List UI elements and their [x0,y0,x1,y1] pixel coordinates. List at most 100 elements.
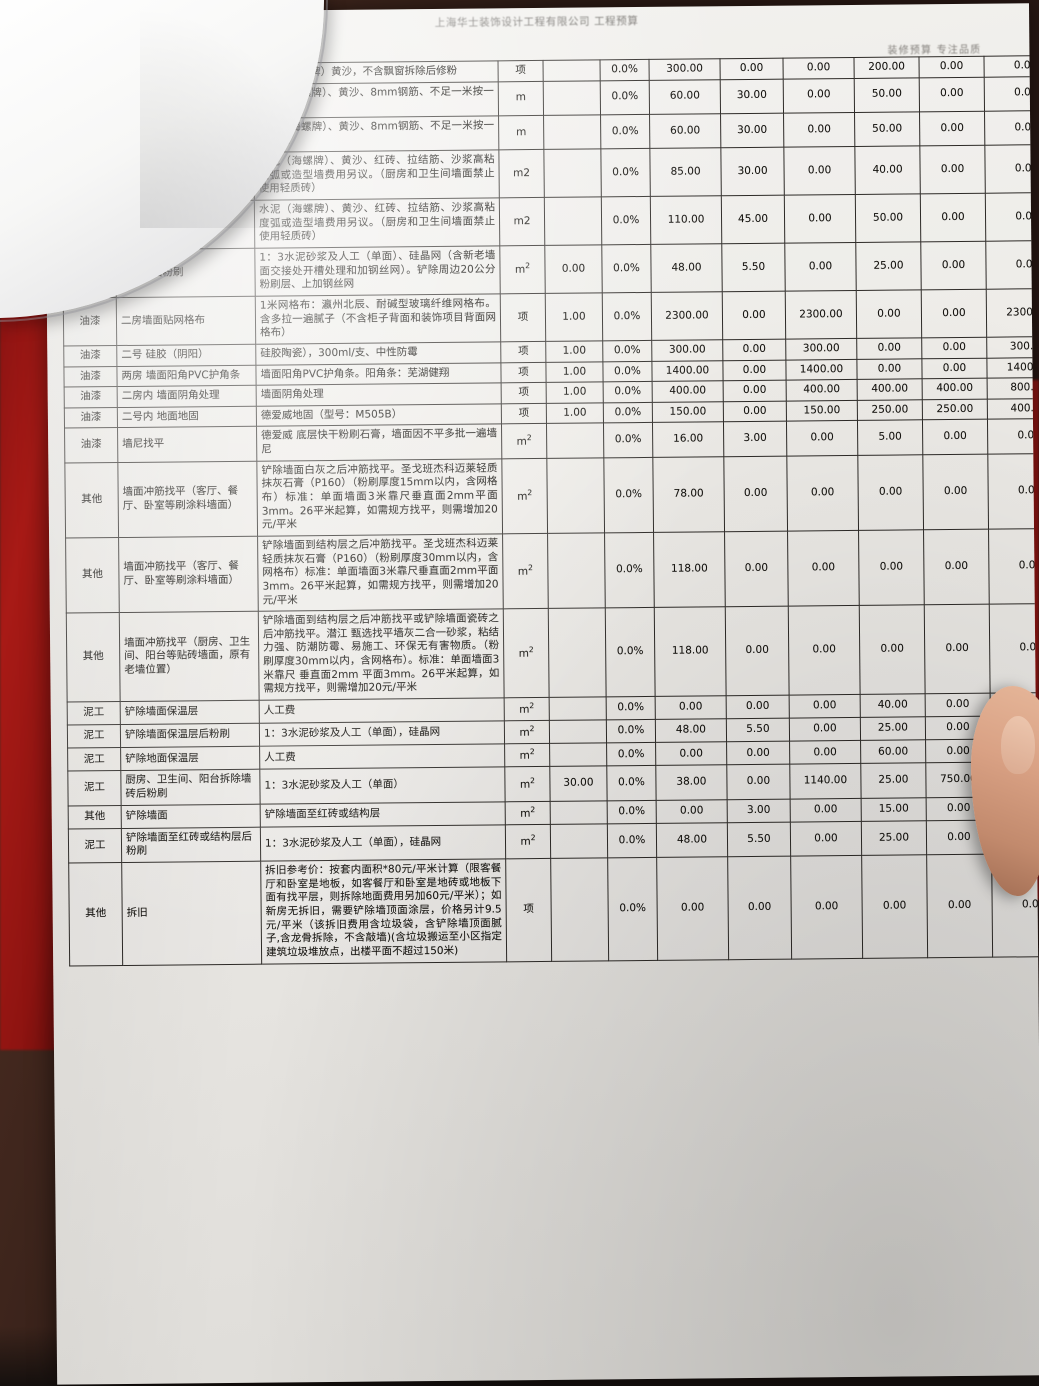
cell-labor: 0.00 [722,291,786,340]
cell-quantity: 1.00 [546,402,604,424]
cell-management-fee: 0.00 [924,604,991,694]
cell-loss-rate: 0.0% [603,402,653,424]
cell-total: 0.00 [987,453,1039,530]
cell-material-fee: 0.00 [789,717,861,742]
cell-unit-price: 1400.00 [651,360,724,382]
cell-description: 1：3水泥砂浆及人工（单面），硅晶网 [260,824,506,862]
cell-unit: 项 [498,60,544,82]
cell-unit: 项 [500,361,547,384]
cell-loss-rate: 0.0% [607,823,657,858]
cell-trade: 其他 [66,612,121,703]
cell-management-fee: 400.00 [922,378,988,400]
cell-labor: 0.00 [725,606,790,696]
table-row: 其他 墙面冲筋找平（客厅、餐厅、卧室等刷涂料墙面） 铲除墙面到结构层之后冲筋找平。圣… [65,528,1039,614]
cell-description: 铲除墙面到结构层之后冲筋找平。圣戈班杰科迈莱轻质抹灰石膏（P160）（粉刷厚度3… [257,533,504,612]
cell-quantity [546,423,604,459]
document-watermark: 装修预算 专注品质 [887,44,982,57]
cell-labor-fee: 15.00 [861,797,927,822]
cell-quantity [548,608,607,698]
cell-description: 水泥（海螺牌）、黄沙、红砖、拉结筋、沙浆高粘度弧或造型墙费用另议。（厨房和卫生间… [253,150,500,201]
cell-quantity [543,59,601,82]
cell-labor: 0.00 [722,359,787,381]
cell-trade: 油漆 [64,427,118,463]
cell-unit-price: 60.00 [649,113,721,149]
cell-material-fee: 0.00 [784,194,856,244]
cell-trade: 其他 [68,862,123,966]
table-row: 其他 墙面冲筋找平（客厅、餐厅、卧室等刷涂料墙面） 铲除墙面白灰之后冲筋找平。圣戈班… [64,453,1039,538]
cell-item: 墙面冲筋找平（客厅、餐厅、卧室等刷涂料墙面） [117,460,258,538]
cell-trade: 其他 [64,462,119,538]
cell-unit: m2 [502,533,549,609]
cell-item: 铲除地面保温层 [120,746,260,771]
cell-material-fee: 0.00 [789,694,861,719]
cell-labor: 0.00 [726,695,790,719]
cell-quantity [543,114,601,150]
cell-management-fee: 0.00 [921,337,987,359]
cell-description: 铲除墙面至红砖或结构层 [260,801,506,828]
cell-unit-price: 0.00 [655,695,727,720]
cell-total: 1400.00 [986,356,1039,379]
cell-material-fee: 0.00 [790,798,862,822]
cell-trade: 泥工 [67,701,121,726]
cell-unit-price: 300.00 [651,339,723,361]
cell-labor-fee: 50.00 [854,111,920,147]
cell-loss-rate: 0.0% [606,742,656,767]
cell-management-fee: 0.00 [921,357,988,379]
cell-quantity [549,719,607,744]
cell-loss-rate: 0.0% [605,607,656,697]
cell-material-fee: 0.00 [783,146,856,196]
cell-loss-rate: 0.0% [606,719,656,744]
cell-labor: 0.00 [726,741,790,766]
cell-labor-fee: 60.00 [860,740,926,764]
cell-unit-price: 118.00 [654,606,727,697]
cell-trade: 油漆 [63,345,117,367]
cell-item: 铲除墙面保温层后粉刷 [120,723,260,748]
cell-unit-price: 0.00 [656,799,728,824]
cell-material-fee: 0.00 [783,112,855,148]
cell-trade: 油漆 [63,366,118,388]
cell-loss-rate: 0.0% [602,340,652,362]
cell-labor: 0.00 [722,339,786,361]
cell-material-fee: 400.00 [786,379,858,401]
cell-labor-fee: 0.00 [857,454,924,531]
cell-labor: 30.00 [720,113,784,148]
cell-labor: 3.00 [723,421,787,457]
cell-labor-fee: 0.00 [861,854,928,959]
cell-labor-fee: 250.00 [857,399,923,421]
cell-item: 墙尼找平 [117,426,257,463]
cell-unit: 项 [501,403,547,425]
cell-labor-fee: 50.00 [855,193,921,243]
cell-loss-rate: 0.0% [603,457,654,533]
cell-unit: m2 [505,824,551,859]
cell-quantity [549,743,607,767]
cell-quantity: 0.00 [544,244,603,294]
cell-material-fee: 150.00 [786,400,858,422]
cell-labor-fee: 0.00 [856,337,922,359]
cell-total: 300.00 [986,336,1039,358]
cell-unit: 项 [500,341,546,363]
cell-total: 0.00 [988,528,1039,605]
cell-description: 德爱威 底层快干粉刷石膏，墙面因不平多批一遍墙尼 [256,424,502,461]
cell-quantity: 1.00 [545,340,603,362]
cell-material-fee: 0.00 [782,57,855,79]
cell-unit: m2 [499,197,545,246]
cell-unit: m2 [504,766,551,802]
cell-unit: 项 [505,858,552,962]
cell-loss-rate: 0.0% [600,114,650,150]
cell-management-fee: 0.00 [919,76,985,112]
cell-material-fee: 0.00 [783,78,855,114]
cell-description: 铲除墙面白灰之后冲筋找平。圣戈班杰科迈莱轻质抹灰石膏（P160）（粉刷厚度15m… [256,458,503,537]
cell-unit: m2 [504,743,550,768]
cell-trade: 油漆 [64,407,118,429]
cell-labor: 30.00 [720,147,785,196]
cell-loss-rate: 0.0% [602,292,652,341]
cell-unit-price: 118.00 [653,531,726,608]
cell-loss-rate: 0.0% [607,857,658,961]
cell-description: 水泥（海螺牌）、黄沙、红砖、拉结筋、沙浆高粘度弧或造型墙费用另议。（厨房和卫生间… [254,197,500,249]
cell-labor: 45.00 [721,195,785,244]
cell-trade: 泥工 [67,770,122,806]
cell-item: 二房内 墙面阴角处理 [117,385,257,408]
cell-trade: 泥工 [67,747,121,772]
cell-labor-fee: 400.00 [857,378,923,401]
cell-labor-fee: 25.00 [861,820,927,856]
